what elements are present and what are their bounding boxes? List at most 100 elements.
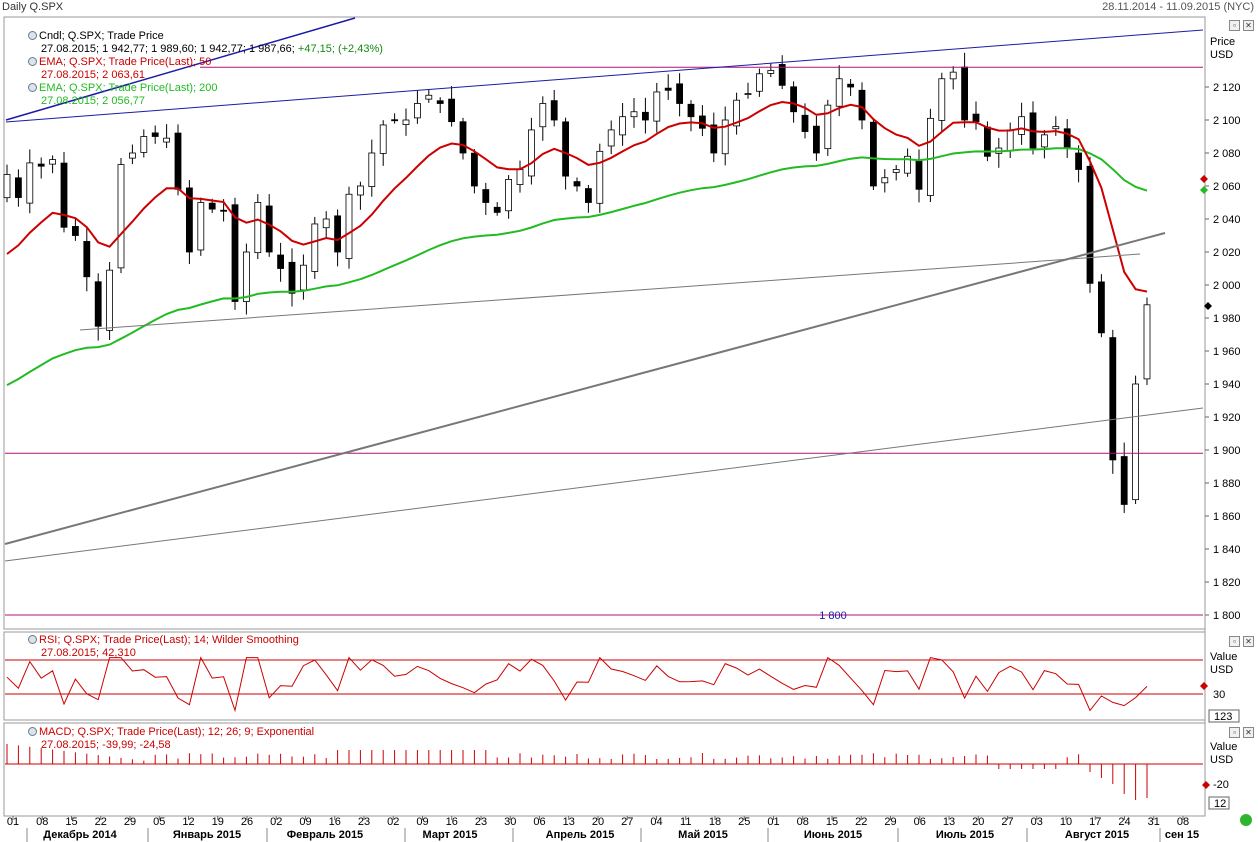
candle-body (37, 163, 45, 167)
x-tick-label: 03 (1031, 816, 1043, 828)
candle-body (1018, 116, 1025, 135)
candle-body (128, 152, 136, 159)
y-tick-label: 1 920 (1213, 412, 1241, 424)
candle-body (642, 111, 649, 121)
rsi-marker-icon (1200, 682, 1208, 690)
candle-body (208, 202, 216, 210)
rsi-level-label: 30 (1213, 689, 1225, 701)
x-tick-label: 15 (65, 816, 77, 828)
settings-icon[interactable] (28, 727, 37, 736)
x-tick-label: 02 (270, 816, 282, 828)
candle-body (835, 78, 843, 107)
macd-legend: MACD; Q.SPX; Trade Price(Last); 12; 26; … (28, 726, 314, 752)
candle-body (277, 254, 285, 269)
x-month-label: Декабрь 2014 (43, 829, 117, 841)
candle-body (1041, 134, 1048, 148)
candle-body (938, 78, 946, 121)
x-tick-label: 22 (855, 816, 867, 828)
x-tick-label: 12 (182, 816, 194, 828)
candle-body (778, 64, 786, 86)
candle-body (676, 83, 683, 104)
candle-body (881, 177, 889, 184)
candle-body (470, 152, 478, 187)
candle-body (756, 73, 763, 92)
x-tick-label: 09 (416, 816, 428, 828)
candle-body (904, 155, 911, 174)
candle-body (448, 98, 456, 123)
x-tick-label: 01 (767, 816, 779, 828)
candle-body (368, 152, 376, 187)
candle-body (72, 226, 79, 236)
restore-icon[interactable]: ▫ (1229, 20, 1240, 31)
x-tick-label: 23 (358, 816, 370, 828)
rsi-plot-area[interactable] (3, 631, 1206, 721)
candle-body (801, 114, 809, 132)
candle-body (790, 86, 797, 113)
macd-marker-icon (1202, 781, 1210, 789)
settings-icon[interactable] (28, 83, 37, 92)
candle-legend-name: Cndl; Q.SPX; Trade Price (39, 30, 164, 42)
candle-body (858, 89, 866, 121)
candle-body (1052, 126, 1060, 130)
restore-icon[interactable]: ▫ (1229, 727, 1240, 738)
rsi-line (6, 656, 1148, 713)
main-plot-area[interactable] (3, 16, 1206, 630)
x-tick-label: 08 (36, 816, 48, 828)
macd-plot-area[interactable] (3, 722, 1206, 817)
candle-legend-values: 27.08.2015; 1 942,77; 1 989,60; 1 942,77… (41, 43, 295, 55)
candle-body (562, 121, 569, 177)
candle-body (1109, 337, 1117, 461)
macd-axis-title: Value USD (1210, 741, 1237, 767)
candle-body (140, 136, 148, 153)
macd-axis-unit: USD (1210, 754, 1234, 766)
x-tick-label: 16 (329, 816, 341, 828)
x-tick-label: 16 (446, 816, 458, 828)
candle-body (288, 261, 296, 294)
x-tick-label: 27 (1001, 816, 1013, 828)
x-tick-label: 08 (797, 816, 809, 828)
y-tick-label: 2 020 (1213, 247, 1241, 259)
y-tick-label: 1 960 (1213, 346, 1241, 358)
candle-body (493, 206, 501, 213)
candle-body (733, 99, 740, 127)
settings-icon[interactable] (28, 57, 37, 66)
y-tick-label: 2 080 (1213, 148, 1241, 160)
candle-body (653, 91, 661, 122)
close-icon[interactable]: ✕ (1243, 20, 1254, 31)
rsi-axis-unit: USD (1210, 664, 1234, 676)
price-marker-icon (1204, 302, 1212, 310)
candle-body (197, 202, 205, 251)
x-tick-label: 20 (592, 816, 604, 828)
y-tick-label: 1 880 (1213, 478, 1241, 490)
candle-body (824, 104, 832, 150)
close-icon[interactable]: ✕ (1243, 727, 1254, 738)
candle-body (585, 188, 592, 203)
x-tick-label: 13 (943, 816, 955, 828)
x-tick-label: 08 (1177, 816, 1189, 828)
candle-body (425, 94, 433, 100)
x-month-label: Июль 2015 (936, 829, 994, 841)
settings-icon[interactable] (28, 31, 37, 40)
x-month-label: Май 2015 (678, 829, 728, 841)
x-tick-label: 06 (533, 816, 545, 828)
candle-body (721, 119, 729, 155)
x-month-label: Март 2015 (423, 829, 478, 841)
candle-body (117, 164, 125, 269)
candle-body (767, 70, 775, 74)
candle-body (1143, 304, 1151, 380)
date-range: 28.11.2014 - 11.09.2015 (NYC) (1102, 1, 1254, 13)
candle-body (550, 100, 558, 121)
candle-body (870, 121, 877, 187)
x-tick-label: 19 (212, 816, 224, 828)
ema200-legend-name: EMA; Q.SPX; Trade Price(Last); 200 (39, 82, 218, 94)
price-axis-title: Price USD (1210, 36, 1235, 62)
candle-body (892, 169, 900, 173)
settings-icon[interactable] (28, 635, 37, 644)
x-tick-label: 27 (621, 816, 633, 828)
x-tick-label: 11 (680, 816, 691, 828)
candle-body (710, 124, 718, 154)
x-tick-label: 23 (475, 816, 487, 828)
restore-icon[interactable]: ▫ (1229, 636, 1240, 647)
close-icon[interactable]: ✕ (1243, 636, 1254, 647)
